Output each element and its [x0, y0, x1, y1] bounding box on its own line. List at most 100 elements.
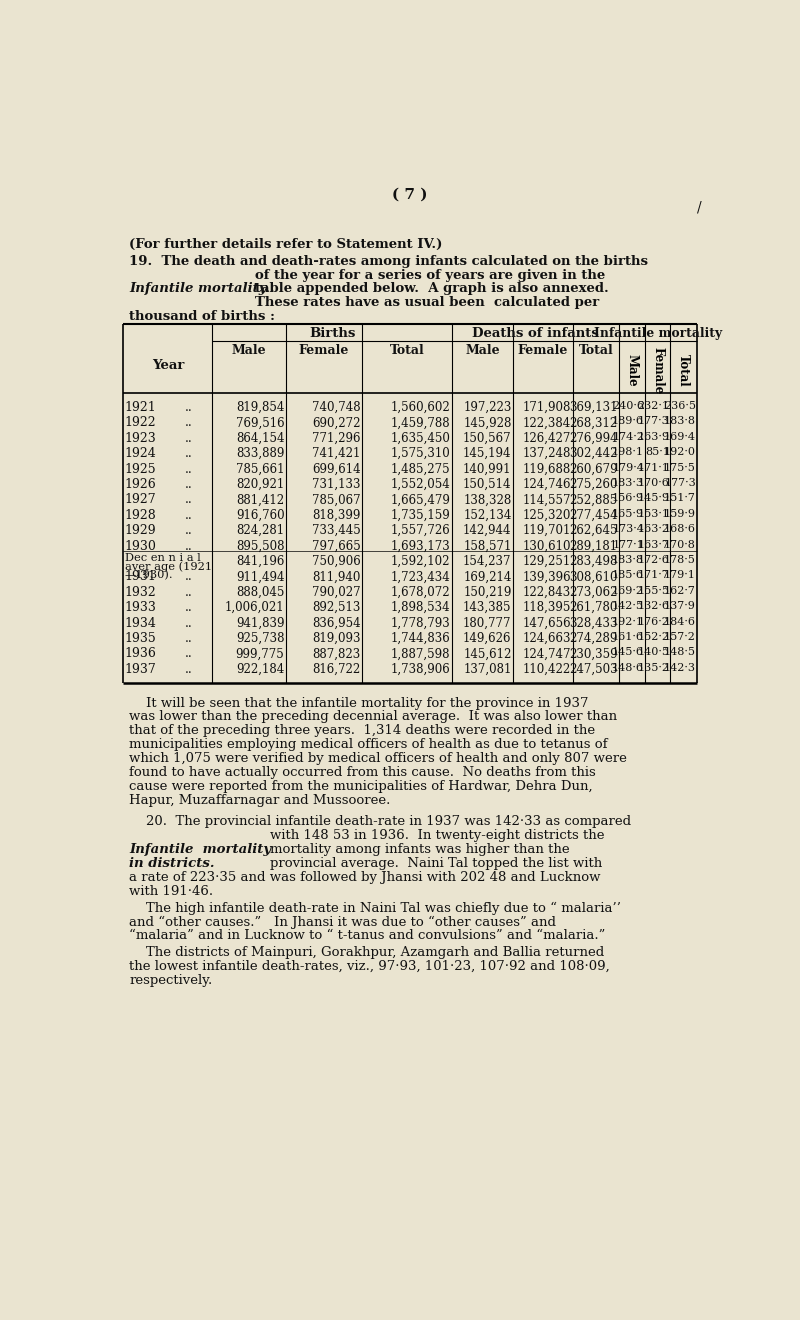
Text: 132·6: 132·6 [638, 601, 670, 611]
Text: in districts.: in districts. [130, 857, 215, 870]
Text: 1935: 1935 [125, 632, 157, 645]
Text: 165·9: 165·9 [612, 508, 644, 519]
Text: 151·7: 151·7 [664, 494, 696, 503]
Text: 125,320: 125,320 [523, 508, 571, 521]
Text: 833,889: 833,889 [236, 447, 285, 461]
Text: Births: Births [309, 327, 355, 341]
Text: ..: .. [186, 478, 193, 491]
Text: respectively.: respectively. [130, 974, 213, 987]
Text: 154,237: 154,237 [463, 554, 511, 568]
Text: 173·4: 173·4 [612, 524, 644, 535]
Text: 1932: 1932 [125, 586, 157, 599]
Text: Female: Female [298, 345, 349, 356]
Text: Hapur, Muzaffarnagar and Mussooree.: Hapur, Muzaffarnagar and Mussooree. [130, 793, 391, 807]
Text: 277,454: 277,454 [569, 508, 618, 521]
Text: 183·3: 183·3 [612, 478, 644, 488]
Text: 731,133: 731,133 [312, 478, 361, 491]
Text: 85·1: 85·1 [645, 447, 670, 457]
Text: ..: .. [186, 416, 193, 429]
Text: 192·0: 192·0 [664, 447, 696, 457]
Text: 176·2: 176·2 [638, 616, 670, 627]
Text: 1,485,275: 1,485,275 [390, 462, 450, 475]
Text: 1928: 1928 [125, 508, 157, 521]
Text: 1930: 1930 [125, 540, 157, 553]
Text: The high infantile death-rate in Naini Tal was chiefly due to “ malaria’’: The high infantile death-rate in Naini T… [130, 902, 622, 915]
Text: 170·6: 170·6 [638, 478, 670, 488]
Text: 1,723,434: 1,723,434 [390, 570, 450, 583]
Text: Year: Year [152, 359, 184, 372]
Text: mortality among infants was higher than the: mortality among infants was higher than … [270, 843, 570, 855]
Text: 1927: 1927 [125, 494, 157, 507]
Text: 836,954: 836,954 [312, 616, 361, 630]
Text: 881,412: 881,412 [236, 494, 285, 507]
Text: 172·6: 172·6 [638, 554, 670, 565]
Text: 168·6: 168·6 [664, 524, 696, 535]
Text: 159·9: 159·9 [664, 508, 696, 519]
Text: 820,921: 820,921 [236, 478, 285, 491]
Text: ..: .. [186, 494, 193, 507]
Text: of the year for a series of years are given in the: of the year for a series of years are gi… [255, 268, 606, 281]
Text: 916,760: 916,760 [236, 508, 285, 521]
Text: 162·7: 162·7 [664, 586, 696, 595]
Text: 1,459,788: 1,459,788 [390, 416, 450, 429]
Text: 750,906: 750,906 [312, 554, 361, 568]
Text: 192·1: 192·1 [612, 616, 644, 627]
Text: 177·3: 177·3 [638, 416, 670, 426]
Text: 1,735,159: 1,735,159 [390, 508, 450, 521]
Text: provincial average.  Naini Tal topped the list with: provincial average. Naini Tal topped the… [270, 857, 602, 870]
Text: 289,181: 289,181 [570, 540, 618, 553]
Text: 1934: 1934 [125, 616, 157, 630]
Text: 785,661: 785,661 [236, 462, 285, 475]
Text: 145,612: 145,612 [463, 647, 511, 660]
Text: 922,184: 922,184 [236, 663, 285, 676]
Text: 145,928: 145,928 [463, 416, 511, 429]
Text: 816,722: 816,722 [312, 663, 361, 676]
Text: 140,991: 140,991 [463, 462, 511, 475]
Text: 819,093: 819,093 [312, 632, 361, 645]
Text: 1921: 1921 [125, 401, 157, 414]
Text: was lower than the preceding decennial average.  It was also lower than: was lower than the preceding decennial a… [130, 710, 618, 723]
Text: Total: Total [677, 354, 690, 387]
Text: 126,427: 126,427 [523, 432, 571, 445]
Text: Deaths of infants: Deaths of infants [472, 327, 599, 341]
Text: 163·2: 163·2 [638, 524, 670, 535]
Text: 247,503: 247,503 [569, 663, 618, 676]
Text: 276,994: 276,994 [569, 432, 618, 445]
Text: 911,494: 911,494 [236, 570, 285, 583]
Text: 864,154: 864,154 [236, 432, 285, 445]
Text: 1,678,072: 1,678,072 [390, 586, 450, 599]
Text: 175·5: 175·5 [664, 462, 696, 473]
Text: ..: .. [186, 401, 193, 414]
Text: 124,747: 124,747 [522, 647, 571, 660]
Text: 690,272: 690,272 [312, 416, 361, 429]
Text: 148·6: 148·6 [612, 663, 644, 673]
Text: 1933: 1933 [125, 601, 157, 614]
Text: 130,610: 130,610 [522, 540, 571, 553]
Text: 1923: 1923 [125, 432, 157, 445]
Text: 142·5: 142·5 [612, 601, 644, 611]
Text: 20.  The provincial infantile death-rate in 1937 was 142·33 as compared: 20. The provincial infantile death-rate … [130, 816, 631, 828]
Text: 1,665,479: 1,665,479 [390, 494, 450, 507]
Text: 150,567: 150,567 [463, 432, 511, 445]
Text: 1,898,534: 1,898,534 [390, 601, 450, 614]
Text: 140·5: 140·5 [638, 647, 670, 657]
Text: 1925: 1925 [125, 462, 157, 475]
Text: 183·8: 183·8 [664, 416, 696, 426]
Text: 184·6: 184·6 [664, 616, 696, 627]
Text: 308,610: 308,610 [570, 570, 618, 583]
Text: 142,944: 142,944 [463, 524, 511, 537]
Text: 771,296: 771,296 [312, 432, 361, 445]
Text: 169·4: 169·4 [664, 432, 696, 442]
Text: aver age (1921: aver age (1921 [125, 562, 212, 573]
Text: ..: .. [186, 663, 193, 676]
Text: 769,516: 769,516 [236, 416, 285, 429]
Text: 892,513: 892,513 [312, 601, 361, 614]
Text: 699,614: 699,614 [312, 462, 361, 475]
Text: 145·9: 145·9 [638, 494, 670, 503]
Text: ..: .. [186, 616, 193, 630]
Text: 183·8: 183·8 [612, 554, 644, 565]
Text: 252,885: 252,885 [570, 494, 618, 507]
Text: ..: .. [186, 570, 193, 583]
Text: 274,289: 274,289 [570, 632, 618, 645]
Text: 328,433: 328,433 [570, 616, 618, 630]
